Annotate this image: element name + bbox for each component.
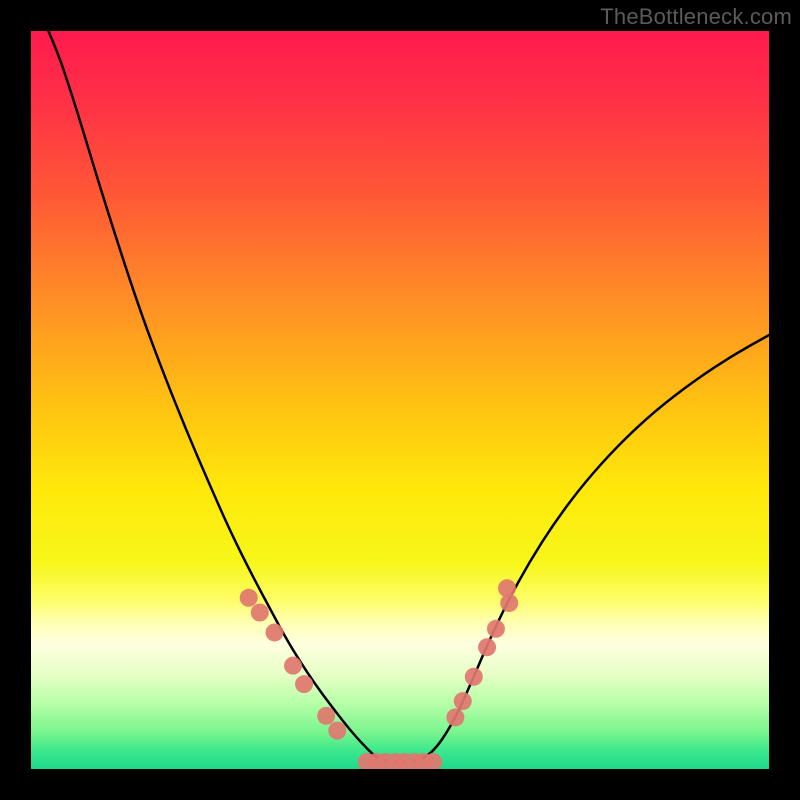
marker-dot <box>498 579 516 597</box>
chart-svg <box>31 31 769 769</box>
marker-dot <box>478 638 496 656</box>
marker-dot <box>446 708 464 726</box>
marker-dot <box>328 722 346 740</box>
plot-area <box>31 31 769 769</box>
marker-dot <box>266 623 284 641</box>
marker-dot <box>295 675 313 693</box>
marker-dot <box>454 692 472 710</box>
marker-dot <box>251 604 269 622</box>
marker-dot <box>487 620 505 638</box>
chart-stage: TheBottleneck.com <box>0 0 800 800</box>
marker-dot <box>284 657 302 675</box>
watermark-label: TheBottleneck.com <box>600 4 792 30</box>
gradient-background <box>31 31 769 769</box>
marker-dot <box>240 589 258 607</box>
marker-dot <box>317 707 335 725</box>
marker-dot <box>465 668 483 686</box>
